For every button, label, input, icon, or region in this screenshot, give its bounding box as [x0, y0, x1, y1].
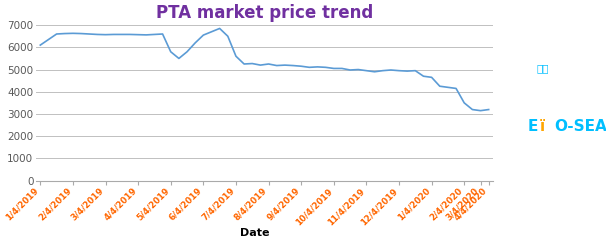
Text: E: E	[527, 119, 538, 134]
Text: O-SEA: O-SEA	[554, 119, 606, 134]
Text: ï: ï	[540, 119, 545, 134]
Title: PTA market price trend: PTA market price trend	[156, 4, 373, 22]
Text: Date: Date	[240, 228, 269, 238]
Text: 智海: 智海	[536, 63, 548, 73]
